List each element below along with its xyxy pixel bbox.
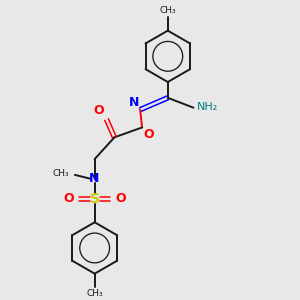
- Text: S: S: [90, 192, 100, 206]
- Text: CH₃: CH₃: [52, 169, 69, 178]
- Text: NH₂: NH₂: [196, 102, 218, 112]
- Text: CH₃: CH₃: [160, 6, 176, 15]
- Text: O: O: [116, 192, 126, 205]
- Text: O: O: [143, 128, 154, 141]
- Text: N: N: [129, 96, 139, 109]
- Text: O: O: [93, 103, 104, 117]
- Text: CH₃: CH₃: [86, 290, 103, 298]
- Text: N: N: [88, 172, 99, 185]
- Text: O: O: [63, 192, 74, 205]
